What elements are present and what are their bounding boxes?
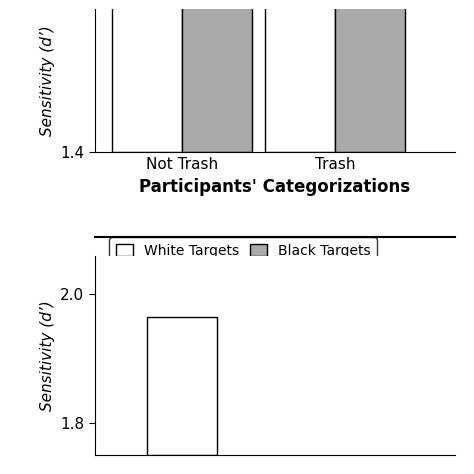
Bar xyxy=(182,0,252,152)
Bar xyxy=(265,0,335,152)
Legend: White Targets, Black Targets: White Targets, Black Targets xyxy=(109,237,377,264)
X-axis label: Participants' Categorizations: Participants' Categorizations xyxy=(139,178,410,196)
Y-axis label: Sensitivity (d’): Sensitivity (d’) xyxy=(40,25,55,136)
Y-axis label: Sensitivity (d’): Sensitivity (d’) xyxy=(40,300,55,411)
Bar xyxy=(147,317,217,455)
Bar xyxy=(112,0,182,152)
Bar xyxy=(335,0,405,152)
